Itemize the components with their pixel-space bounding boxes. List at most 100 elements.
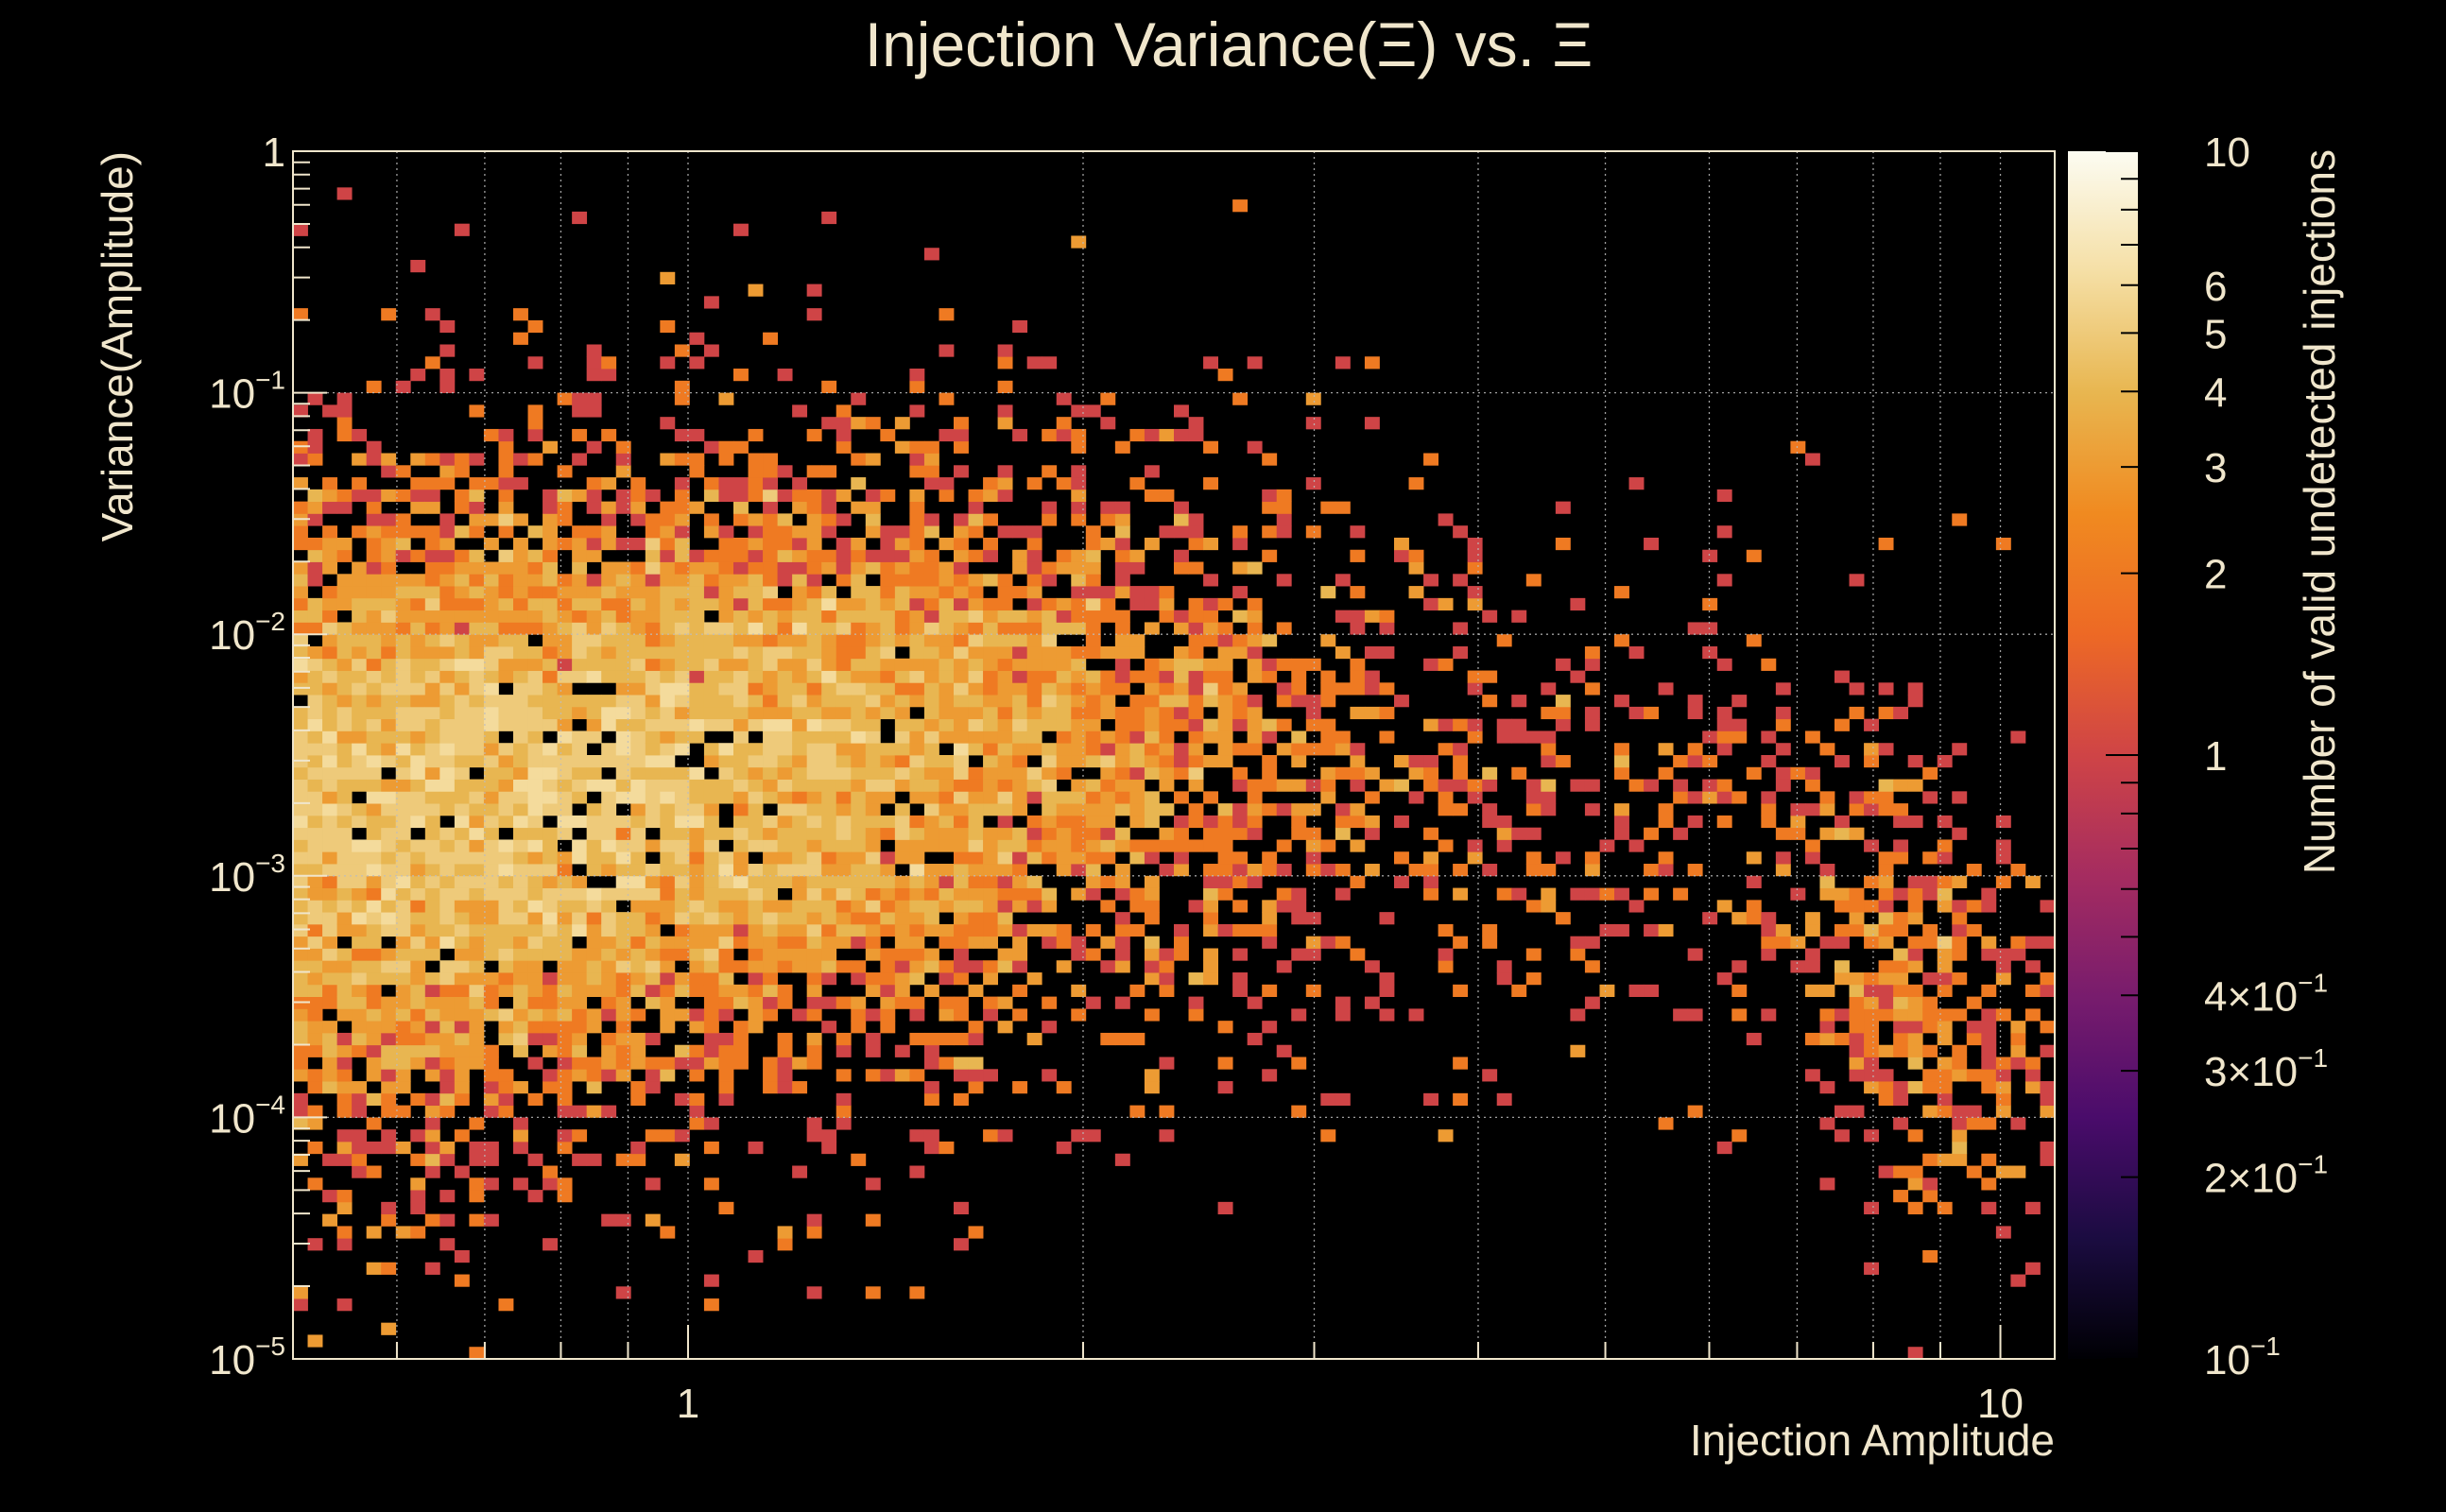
heatmap-cell (703, 743, 719, 756)
heatmap-cell (513, 887, 528, 901)
heatmap-cell (954, 887, 969, 901)
heatmap-cell (366, 996, 382, 1009)
heatmap-cell (1408, 791, 1424, 804)
heatmap-cell (1804, 923, 1820, 937)
heatmap-cell (748, 803, 764, 816)
heatmap-cell (543, 440, 558, 454)
heatmap-cell (968, 597, 984, 611)
heatmap-cell (1335, 682, 1351, 696)
heatmap-cell (557, 597, 573, 611)
heatmap-cell (572, 489, 588, 503)
heatmap-cell (1614, 887, 1629, 901)
heatmap-cell (615, 706, 631, 720)
heatmap-cell (660, 960, 676, 973)
heatmap-cell (1628, 839, 1645, 852)
heatmap-cell (366, 1092, 382, 1107)
heatmap-cell (894, 610, 910, 623)
heatmap-cell (1129, 730, 1145, 744)
heatmap-cell (381, 1008, 397, 1022)
heatmap-cell (307, 1238, 323, 1251)
heatmap-cell (1305, 695, 1321, 708)
heatmap-cell (307, 428, 323, 442)
heatmap-cell (293, 803, 308, 816)
heatmap-cell (1129, 815, 1145, 829)
heatmap-cell (689, 875, 705, 888)
heatmap-cell (1995, 1105, 2011, 1118)
heatmap-cell (763, 996, 778, 1009)
heatmap-cell (806, 501, 822, 514)
heatmap-cell (968, 525, 984, 539)
heatmap-cell (1291, 779, 1307, 792)
heatmap-cell (366, 755, 382, 768)
heatmap-cell (1511, 730, 1527, 744)
heatmap-cell (1203, 960, 1218, 973)
heatmap-cell (469, 586, 485, 599)
heatmap-cell (1042, 996, 1058, 1009)
heatmap-cell (336, 537, 353, 551)
heatmap-cell (1482, 923, 1498, 937)
heatmap-cell (307, 864, 323, 877)
heatmap-cell (689, 1057, 705, 1070)
heatmap-cell (513, 743, 528, 756)
heatmap-cell (1907, 779, 1923, 792)
heatmap-cell (366, 827, 382, 840)
heatmap-cell (1922, 1153, 1938, 1166)
heatmap-cell (703, 1032, 719, 1046)
heatmap-cell (777, 815, 793, 829)
heatmap-cell (366, 960, 382, 973)
heatmap-cell (983, 682, 998, 696)
heatmap-cell (1291, 1105, 1307, 1118)
heatmap-cell (307, 960, 323, 973)
heatmap-cell (763, 948, 778, 961)
heatmap-cell (1100, 839, 1116, 852)
heatmap-cell (1614, 743, 1629, 756)
heatmap-cell (483, 610, 499, 623)
heatmap-cell (1144, 537, 1160, 551)
heatmap-cell (1702, 597, 1718, 611)
heatmap-cell (851, 1008, 867, 1022)
heatmap-cell (835, 827, 852, 840)
heatmap-cell (1174, 404, 1189, 418)
heatmap-cell (1350, 670, 1366, 683)
heatmap-cell (336, 622, 353, 635)
heatmap-cell (381, 453, 397, 466)
heatmap-cell (939, 791, 955, 804)
heatmap-cell (352, 887, 368, 901)
heatmap-cell (395, 996, 411, 1009)
heatmap-cell (689, 912, 705, 925)
heatmap-cell (1071, 851, 1087, 865)
heatmap-cell (1937, 948, 1953, 961)
heatmap-cell (1525, 851, 1542, 865)
colorbar-tick-label: 10−1 (2204, 1332, 2281, 1383)
heatmap-cell (1042, 839, 1058, 852)
heatmap-cell (543, 718, 558, 731)
heatmap-cell (703, 791, 719, 804)
heatmap-cell (997, 489, 1013, 503)
heatmap-cell (763, 513, 778, 526)
heatmap-cell (806, 634, 822, 647)
heatmap-cell (307, 984, 323, 997)
heatmap-cell (1144, 875, 1160, 888)
heatmap-cell (689, 1008, 705, 1022)
heatmap-cell (1262, 670, 1278, 683)
heatmap-cell (1232, 875, 1249, 888)
heatmap-cell (909, 610, 925, 623)
heatmap-cell (909, 645, 925, 660)
heatmap-cell (498, 839, 514, 852)
heatmap-cell (806, 779, 822, 792)
heatmap-cell (410, 622, 426, 635)
heatmap-cell (1716, 718, 1732, 731)
heatmap-cell (1188, 779, 1204, 792)
heatmap-cell (909, 586, 925, 599)
heatmap-cell (439, 695, 456, 708)
heatmap-cell (1364, 827, 1380, 840)
heatmap-cell (1071, 670, 1087, 683)
heatmap-cell (1056, 718, 1072, 731)
heatmap-cell (909, 682, 925, 696)
heatmap-cell (645, 1129, 661, 1143)
heatmap-cell (851, 574, 867, 587)
heatmap-cell (806, 972, 822, 986)
heatmap-cell (806, 513, 822, 526)
heatmap-cell (703, 718, 719, 731)
heatmap-cell (660, 610, 676, 623)
